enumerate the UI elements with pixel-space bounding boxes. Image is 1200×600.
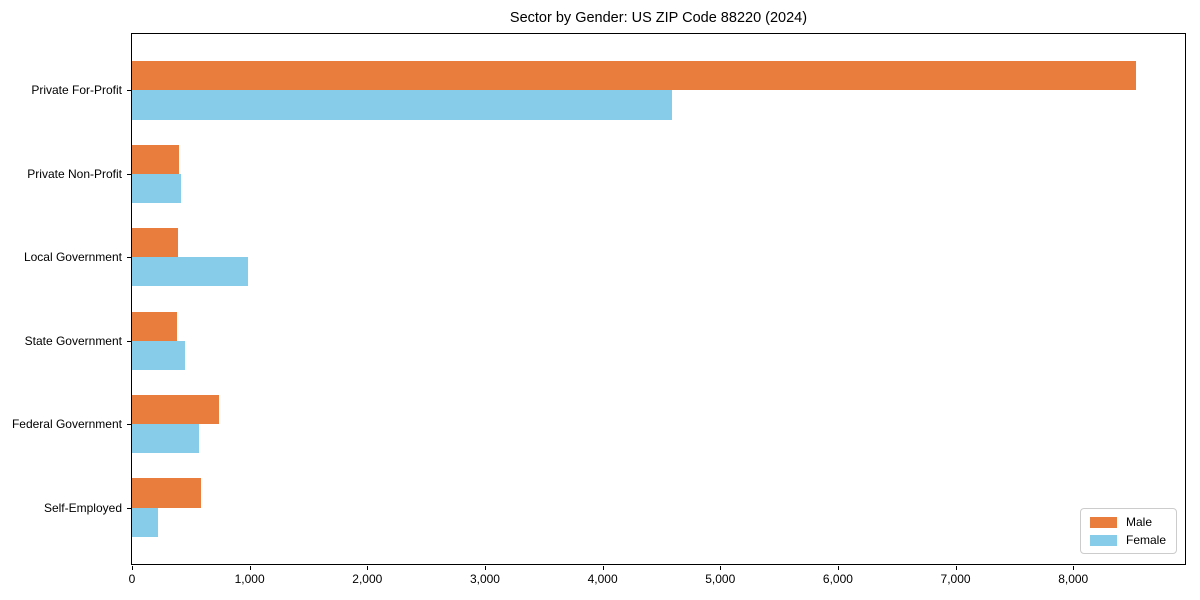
legend: Male Female bbox=[1079, 508, 1177, 554]
legend-swatch-female bbox=[1089, 534, 1117, 546]
y-tick-label-state-government: State Government bbox=[24, 333, 122, 348]
x-tick-label-0: 0 bbox=[128, 572, 136, 586]
x-tick-label-5000: 5,000 bbox=[705, 572, 736, 586]
bar-male-private-non-profit bbox=[132, 144, 180, 174]
x-tick-label-2000: 2,000 bbox=[352, 572, 383, 586]
y-tick-label-private-for-profit: Private For-Profit bbox=[31, 83, 122, 98]
plot-area: Male Female bbox=[131, 33, 1186, 565]
y-tick-mark-private-for-profit bbox=[127, 90, 131, 92]
bar-female-private-non-profit bbox=[132, 173, 182, 203]
x-tick-label-8000: 8,000 bbox=[1058, 572, 1089, 586]
legend-swatch-male bbox=[1089, 516, 1117, 528]
bar-female-local-government bbox=[132, 257, 249, 287]
x-tick-label-6000: 6,000 bbox=[822, 572, 853, 586]
y-tick-label-self-employed: Self-Employed bbox=[43, 500, 122, 515]
bar-male-state-government bbox=[132, 311, 177, 341]
x-tick-mark-0 bbox=[132, 566, 133, 570]
y-tick-label-private-non-profit: Private Non-Profit bbox=[27, 166, 122, 181]
x-tick-label-4000: 4,000 bbox=[587, 572, 618, 586]
bar-female-federal-government bbox=[132, 424, 200, 454]
y-tick-mark-self-employed bbox=[127, 507, 131, 509]
x-tick-label-3000: 3,000 bbox=[469, 572, 500, 586]
bar-male-private-for-profit bbox=[132, 61, 1136, 91]
x-tick-label-1000: 1,000 bbox=[234, 572, 265, 586]
bar-male-local-government bbox=[132, 228, 178, 258]
x-tick-mark-3000 bbox=[484, 566, 486, 570]
bar-male-federal-government bbox=[132, 394, 220, 425]
y-tick-label-federal-government: Federal Government bbox=[11, 417, 122, 432]
x-tick-mark-6000 bbox=[837, 566, 839, 570]
x-tick-mark-8000 bbox=[1073, 566, 1075, 570]
y-tick-mark-state-government bbox=[127, 340, 131, 342]
x-tick-mark-7000 bbox=[955, 566, 957, 570]
x-tick-mark-2000 bbox=[367, 566, 369, 570]
legend-entry-male: Male bbox=[1089, 515, 1166, 529]
bar-female-state-government bbox=[132, 340, 185, 370]
x-tick-label-7000: 7,000 bbox=[940, 572, 971, 586]
legend-label-female: Female bbox=[1125, 533, 1166, 547]
chart-title: Sector by Gender: US ZIP Code 88220 (202… bbox=[509, 10, 808, 26]
x-tick-mark-1000 bbox=[249, 566, 251, 570]
y-tick-label-local-government: Local Government bbox=[23, 250, 122, 265]
x-tick-mark-5000 bbox=[720, 566, 722, 570]
bar-female-private-for-profit bbox=[132, 90, 673, 120]
legend-entry-female: Female bbox=[1089, 533, 1166, 547]
legend-label-male: Male bbox=[1125, 515, 1152, 529]
y-tick-mark-private-non-profit bbox=[127, 173, 131, 175]
y-tick-mark-local-government bbox=[127, 257, 131, 259]
y-tick-mark-federal-government bbox=[127, 424, 131, 426]
bar-male-self-employed bbox=[132, 478, 202, 508]
x-tick-mark-4000 bbox=[602, 566, 604, 570]
bar-female-self-employed bbox=[132, 507, 158, 537]
